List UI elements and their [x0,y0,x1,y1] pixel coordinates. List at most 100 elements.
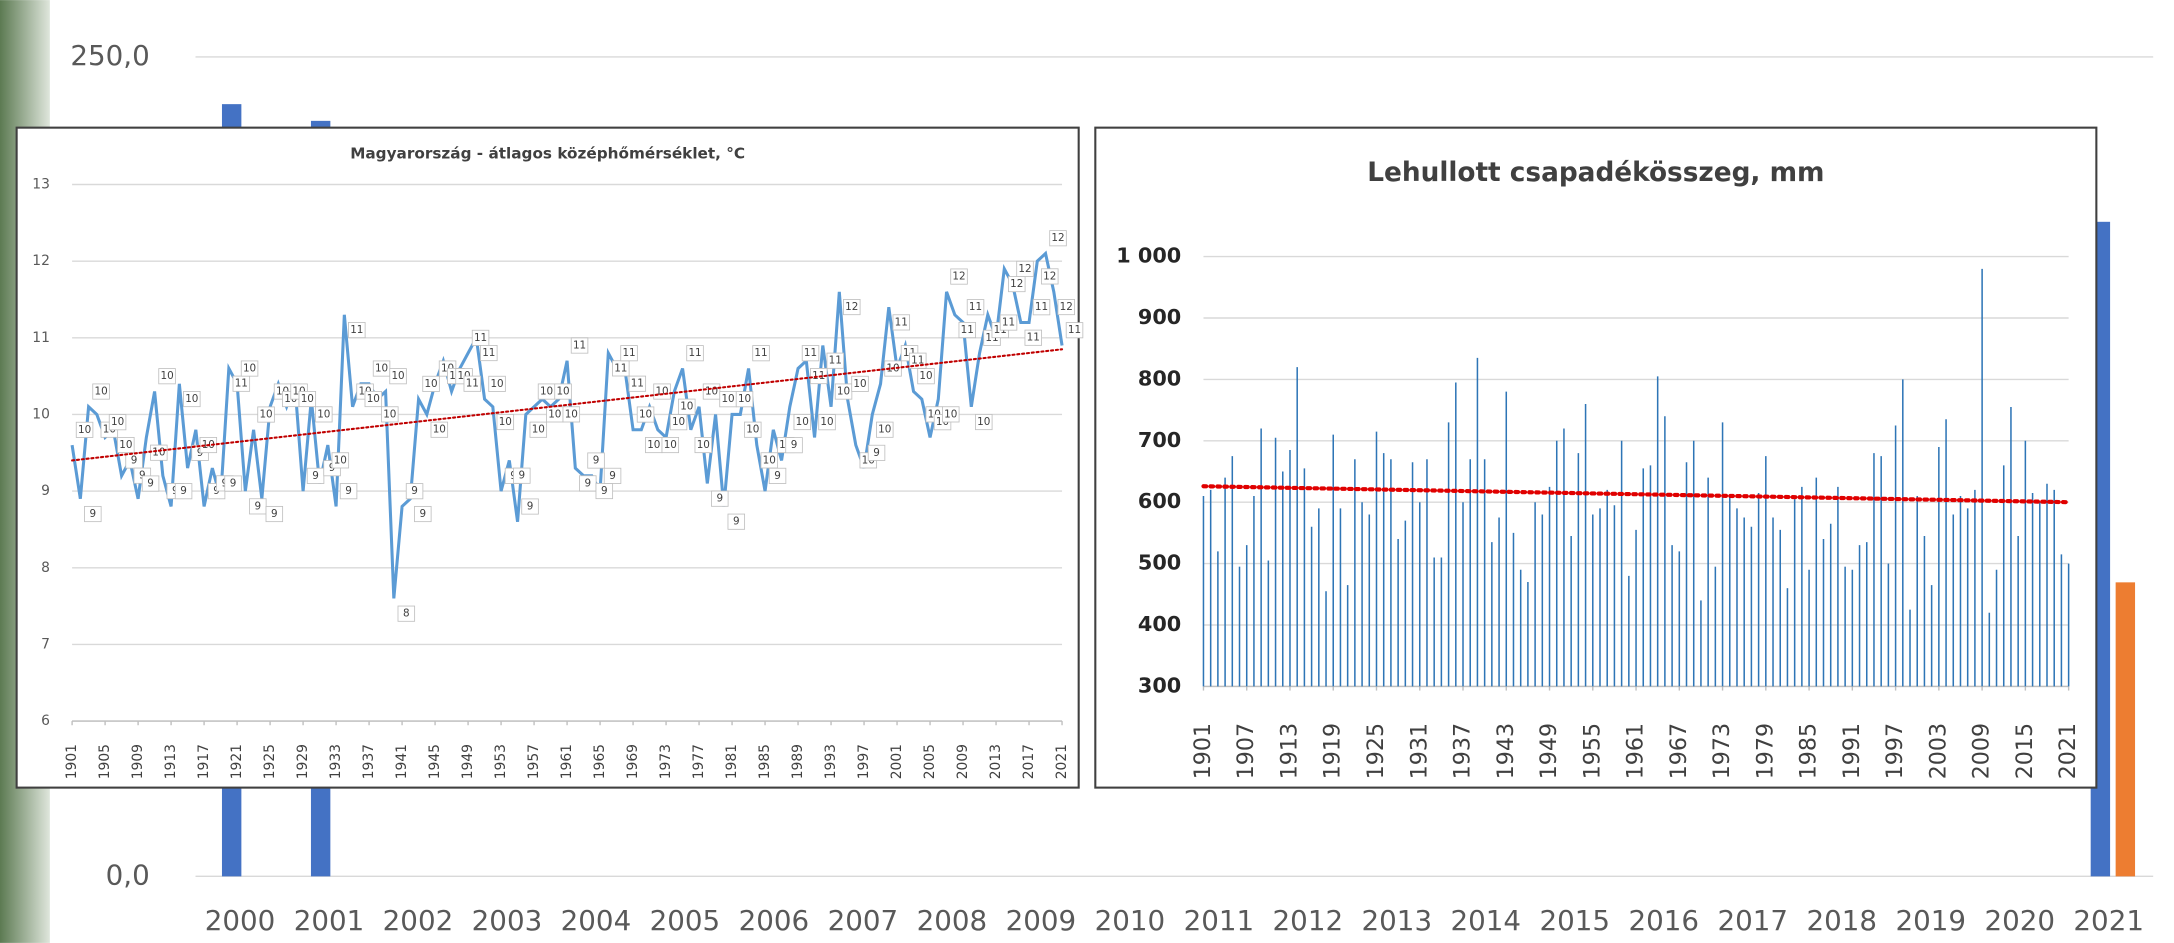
x-tick-label: 1901 [64,744,80,779]
data-label: 9 [733,516,740,528]
x-tick-label: 2021 [2055,723,2081,779]
x-tick-label: 1917 [196,744,212,779]
x-tick-label: 2018 [1806,904,1877,937]
y-tick-label: 11 [32,330,50,346]
data-label: 10 [705,386,718,398]
x-tick-label: 2009 [1969,723,1995,779]
y-tick-label: 9 [41,483,50,499]
x-tick-label: 1921 [229,744,245,779]
x-tick-label: 1919 [1320,723,1346,779]
page: 0,0250,020002001200220032004200520062007… [0,0,2174,943]
x-tick-label: 1985 [757,744,773,779]
y-tick-label: 6 [41,713,50,729]
data-label: 10 [185,393,198,405]
x-tick-label: 2020 [1984,904,2055,937]
x-tick-label: 2011 [1184,904,1255,937]
y-tick-label: 500 [1138,551,1181,575]
x-tick-label: 2014 [1451,904,1522,937]
data-label: 11 [688,347,701,359]
data-label: 10 [565,408,578,420]
x-tick-label: 2003 [472,904,543,937]
x-tick-label: 2009 [955,744,971,779]
x-tick-label: 2007 [828,904,899,937]
data-label: 9 [131,455,138,467]
data-label: 10 [111,416,124,428]
x-tick-label: 1957 [526,744,542,779]
x-tick-label: 2013 [1362,904,1433,937]
y-tick-label: 600 [1138,489,1181,513]
data-label: 10 [664,439,677,451]
data-label: 12 [845,301,858,313]
data-label: 9 [255,500,262,512]
x-tick-label: 1961 [1623,723,1649,779]
x-tick-label: 1943 [1493,723,1519,779]
x-tick-label: 2019 [1895,904,1966,937]
x-tick-label: 2001 [294,904,365,937]
data-label: 10 [738,393,751,405]
data-label: 10 [977,416,990,428]
data-label: 10 [878,424,891,436]
data-label: 9 [271,508,278,520]
data-label: 9 [593,455,600,467]
x-tick-label: 2015 [1540,904,1611,937]
x-tick-label: 1973 [658,744,674,779]
data-label: 9 [601,485,608,497]
data-label: 9 [791,439,798,451]
data-label: 10 [721,393,734,405]
data-label: 10 [490,378,503,390]
x-tick-label: 1937 [361,744,377,779]
data-label: 11 [804,347,817,359]
x-tick-label: 1997 [1882,723,1908,779]
data-label: 12 [1018,263,1031,275]
data-label: 11 [573,340,586,352]
data-label: 9 [180,485,187,497]
y-tick-label: 900 [1138,305,1181,329]
data-label: 10 [944,408,957,420]
data-label: 10 [919,370,932,382]
data-label: 9 [584,477,591,489]
x-tick-label: 1909 [130,744,146,779]
x-tick-label: 1961 [559,744,575,779]
y-tick-label: 250,0 [70,39,149,72]
x-tick-label: 2017 [1021,744,1037,779]
x-tick-label: 2000 [205,904,276,937]
data-label: 10 [375,363,388,375]
data-label: 10 [160,370,173,382]
x-tick-label: 2003 [1925,723,1951,779]
data-label: 10 [837,386,850,398]
data-label: 11 [961,324,974,336]
x-tick-label: 2002 [383,904,454,937]
x-tick-label: 1979 [1752,723,1778,779]
x-tick-label: 2009 [1006,904,1077,937]
data-label: 9 [411,485,418,497]
data-label: 10 [391,370,404,382]
slide: 0,0250,020002001200220032004200520062007… [0,0,2174,943]
x-tick-label: 1913 [163,744,179,779]
x-tick-label: 1949 [460,744,476,779]
x-tick-label: 2021 [1054,744,1070,779]
x-tick-label: 1991 [1839,723,1865,779]
data-label: 10 [556,386,569,398]
data-label: 9 [230,478,237,490]
x-tick-label: 1925 [1363,723,1389,779]
y-tick-label: 7 [41,636,50,652]
data-label: 9 [518,470,525,482]
data-label: 11 [482,347,495,359]
y-tick-label: 8 [41,560,50,576]
data-label: 10 [672,416,685,428]
data-label: 12 [1010,278,1023,290]
data-label: 8 [403,608,410,620]
data-label: 10 [532,424,545,436]
data-label: 10 [317,408,330,420]
y-tick-label: 400 [1138,612,1181,636]
data-label: 11 [895,316,908,328]
data-label: 10 [301,393,314,405]
x-tick-label: 1989 [790,744,806,779]
x-tick-label: 1993 [823,744,839,779]
x-tick-label: 1931 [1406,723,1432,779]
y-tick-label: 10 [32,406,50,422]
x-tick-label: 2010 [1095,904,1166,937]
data-label: 10 [424,378,437,390]
data-label: 9 [312,470,319,482]
x-tick-label: 1973 [1709,723,1735,779]
